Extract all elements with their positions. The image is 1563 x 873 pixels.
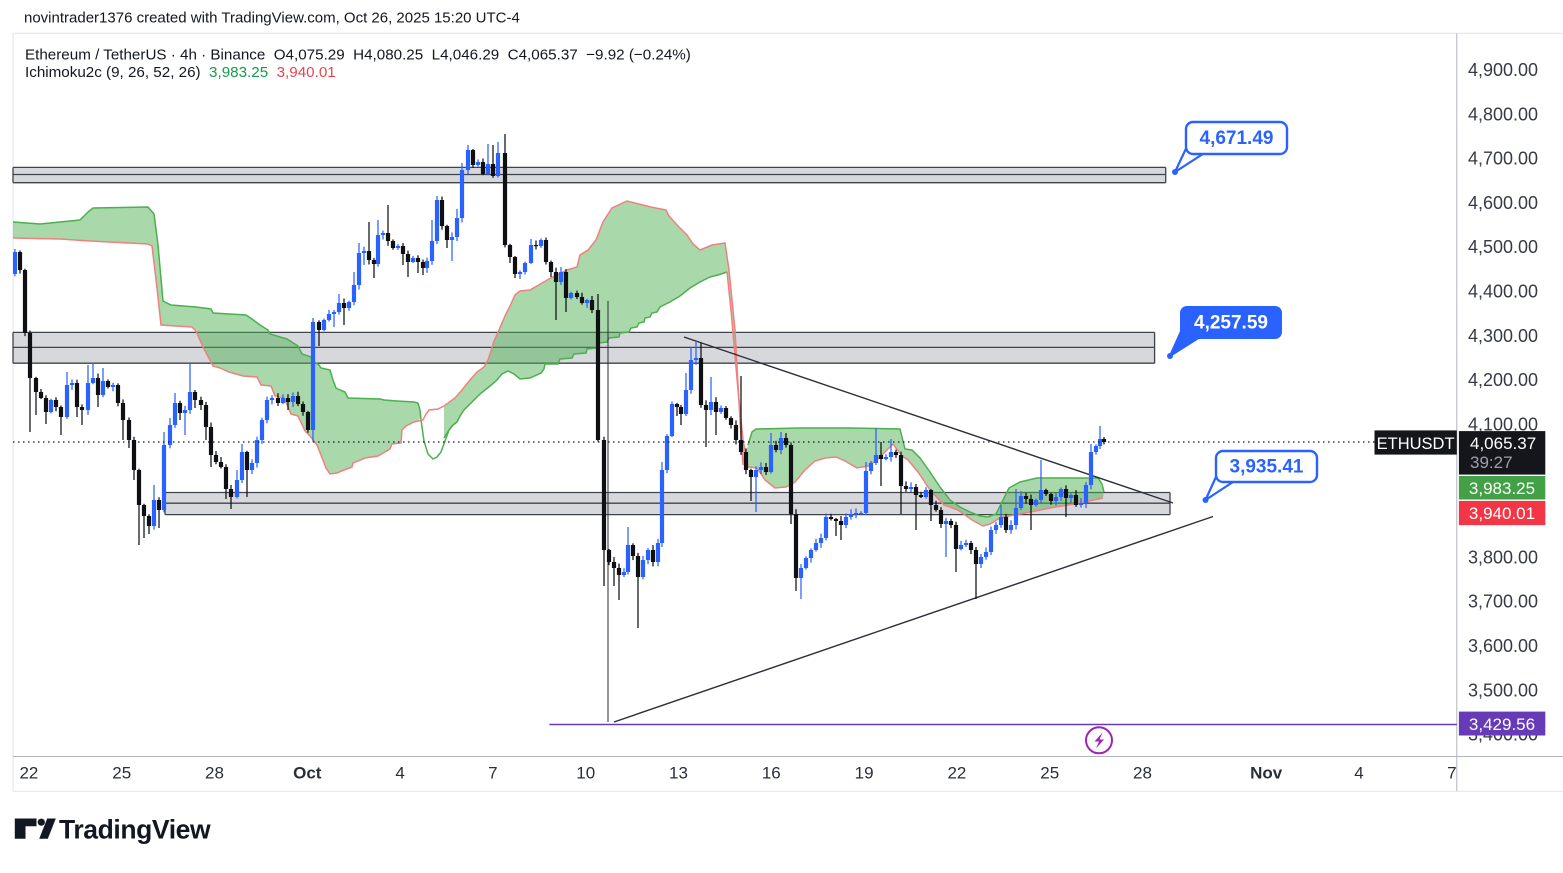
svg-text:4,065.37: 4,065.37 <box>1470 434 1536 453</box>
svg-text:3,800.00: 3,800.00 <box>1468 547 1538 567</box>
svg-text:39:27: 39:27 <box>1470 453 1513 472</box>
svg-text:7: 7 <box>488 764 497 783</box>
svg-text:22: 22 <box>947 764 966 783</box>
svg-text:ETHUSDT: ETHUSDT <box>1377 435 1455 453</box>
svg-text:28: 28 <box>1133 764 1152 783</box>
svg-text:4,900.00: 4,900.00 <box>1468 60 1538 80</box>
svg-text:3,700.00: 3,700.00 <box>1468 592 1538 612</box>
svg-text:4,800.00: 4,800.00 <box>1468 104 1538 124</box>
svg-text:13: 13 <box>669 764 688 783</box>
svg-text:28: 28 <box>205 764 224 783</box>
svg-text:4,100.00: 4,100.00 <box>1468 415 1538 435</box>
svg-text:Ichimoku2c (9, 26, 52, 26) 3,: Ichimoku2c (9, 26, 52, 26) 3,983.25 3,94… <box>25 64 336 81</box>
svg-text:4,700.00: 4,700.00 <box>1468 149 1538 169</box>
svg-text:19: 19 <box>855 764 874 783</box>
svg-text:3,600.00: 3,600.00 <box>1468 636 1538 656</box>
svg-text:10: 10 <box>576 764 595 783</box>
svg-text:4,257.59: 4,257.59 <box>1194 313 1268 334</box>
svg-text:22: 22 <box>19 764 38 783</box>
svg-text:4: 4 <box>395 764 404 783</box>
svg-text:4,600.00: 4,600.00 <box>1468 193 1538 213</box>
svg-text:3,935.41: 3,935.41 <box>1230 457 1304 478</box>
svg-text:3,940.01: 3,940.01 <box>1469 504 1535 523</box>
svg-text:Oct: Oct <box>293 764 322 783</box>
svg-text:4,671.49: 4,671.49 <box>1200 128 1274 149</box>
svg-text:4: 4 <box>1354 764 1363 783</box>
svg-text:novintrader1376 created with T: novintrader1376 created with TradingView… <box>24 10 520 27</box>
svg-text:TradingView: TradingView <box>59 815 211 845</box>
svg-text:3,983.25: 3,983.25 <box>1469 479 1535 498</box>
svg-text:25: 25 <box>1040 764 1059 783</box>
svg-text:4,200.00: 4,200.00 <box>1468 370 1538 390</box>
svg-text:3,500.00: 3,500.00 <box>1468 680 1538 700</box>
svg-text:4,400.00: 4,400.00 <box>1468 282 1538 302</box>
svg-text:Nov: Nov <box>1250 764 1283 783</box>
svg-text:25: 25 <box>112 764 131 783</box>
svg-text:4,300.00: 4,300.00 <box>1468 326 1538 346</box>
svg-text:Ethereum / TetherUS · 4h · Bin: Ethereum / TetherUS · 4h · Binance O4,07… <box>25 46 691 63</box>
svg-text:4,500.00: 4,500.00 <box>1468 237 1538 257</box>
svg-text:16: 16 <box>762 764 781 783</box>
svg-text:7: 7 <box>1447 764 1456 783</box>
svg-text:3,429.56: 3,429.56 <box>1469 715 1535 734</box>
